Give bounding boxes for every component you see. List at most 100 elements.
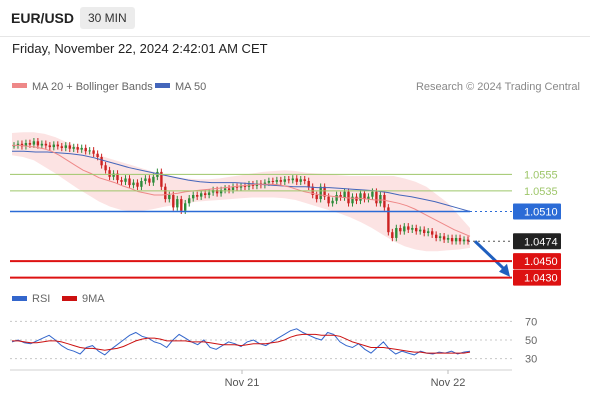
rsi-line bbox=[11, 328, 471, 356]
price-levels: 1.0555 1.0535 1.0510 1.0474 1.0450 1.0430 bbox=[10, 169, 561, 286]
candle-body bbox=[315, 195, 318, 200]
ma20-line bbox=[12, 144, 471, 237]
rsi-ma-line bbox=[12, 333, 471, 354]
rsi-plot-area: 30 50 70 bbox=[10, 316, 537, 366]
candle-body bbox=[307, 181, 310, 187]
candle-body bbox=[84, 147, 87, 152]
ma50-legend-label: MA 50 bbox=[175, 81, 206, 93]
candle-body bbox=[435, 234, 438, 238]
candle-body bbox=[275, 180, 278, 182]
candle-body bbox=[28, 143, 32, 145]
candle-body bbox=[231, 186, 235, 190]
candle-body bbox=[427, 231, 430, 233]
candle-body bbox=[40, 143, 44, 146]
candle-body bbox=[116, 173, 119, 181]
candle-body bbox=[223, 188, 227, 191]
candle-body bbox=[56, 144, 59, 147]
ma20-legend-swatch bbox=[12, 83, 27, 88]
level-label-box-1.0430 bbox=[513, 269, 561, 286]
timeframe-badge[interactable]: 30 MIN bbox=[80, 7, 135, 29]
candle-body bbox=[136, 182, 139, 187]
candle-body bbox=[419, 229, 422, 232]
candle-body bbox=[76, 147, 79, 150]
candle-body bbox=[331, 200, 334, 204]
level-label-box-1.0510 bbox=[513, 203, 561, 220]
candle-body bbox=[132, 182, 135, 186]
candle-body bbox=[359, 193, 362, 201]
candle-body bbox=[395, 228, 398, 238]
candle-body bbox=[375, 191, 378, 204]
candle-body bbox=[383, 195, 386, 208]
candle-body bbox=[407, 226, 410, 230]
bollinger-band-fill bbox=[12, 132, 470, 252]
candle-body bbox=[299, 179, 302, 182]
candle-body bbox=[454, 238, 458, 242]
candle-body bbox=[108, 170, 111, 177]
rsi-ma-legend-swatch bbox=[62, 296, 77, 301]
candle-body bbox=[339, 195, 342, 198]
candle-body bbox=[204, 193, 207, 195]
candle-body bbox=[363, 193, 366, 200]
candle-body bbox=[192, 195, 195, 199]
time-label-1: Nov 22 bbox=[431, 377, 466, 389]
candle-body bbox=[415, 228, 418, 232]
chart-datetime: Friday, November 22, 2024 2:42:01 AM CET bbox=[12, 41, 268, 56]
candle-body bbox=[351, 196, 354, 204]
candle-body bbox=[327, 196, 330, 204]
candle-body bbox=[423, 229, 426, 233]
candle-body bbox=[200, 193, 203, 197]
pair-title: EUR/USD bbox=[11, 10, 75, 26]
candle-body bbox=[387, 207, 390, 233]
level-label-1.0510: 1.0510 bbox=[524, 207, 558, 219]
candle-body bbox=[72, 147, 75, 149]
candle-body bbox=[92, 150, 95, 154]
candle-body bbox=[287, 179, 290, 181]
candle-body bbox=[168, 195, 171, 200]
candle-body bbox=[343, 191, 346, 198]
rsi-tick-70: 70 bbox=[525, 316, 537, 328]
candle-body bbox=[152, 176, 155, 183]
candle-body bbox=[112, 173, 115, 177]
candle-body bbox=[267, 181, 271, 183]
candle-body bbox=[431, 231, 434, 235]
research-credit: Research © 2024 Trading Central bbox=[416, 81, 580, 93]
candle-body bbox=[44, 143, 48, 146]
candle-body bbox=[227, 188, 231, 191]
forecast-arrow-head bbox=[499, 263, 510, 277]
candle-body bbox=[128, 178, 131, 186]
rsi-legend-swatch bbox=[12, 296, 27, 301]
candle-body bbox=[446, 238, 450, 240]
candle-body bbox=[450, 238, 454, 242]
candle-body bbox=[466, 239, 470, 242]
candle-body bbox=[462, 239, 466, 242]
candle-body bbox=[144, 178, 147, 181]
candle-body bbox=[104, 165, 107, 171]
candle-body bbox=[271, 181, 275, 182]
candle-body bbox=[239, 185, 243, 188]
rsi-legend-label: RSI bbox=[32, 293, 50, 305]
candle-body bbox=[367, 196, 370, 200]
candle-body bbox=[215, 190, 219, 194]
candle-body bbox=[88, 150, 91, 152]
candle-body bbox=[295, 178, 298, 182]
ma50-legend-swatch bbox=[155, 83, 170, 88]
candle-body bbox=[120, 180, 123, 182]
candle-body bbox=[188, 198, 191, 204]
level-label-1.0474: 1.0474 bbox=[524, 236, 558, 248]
candle-body bbox=[371, 191, 374, 197]
forecast-arrow-shaft bbox=[473, 240, 508, 272]
candle-body bbox=[140, 181, 143, 187]
candle-body bbox=[235, 186, 239, 188]
candle-body bbox=[32, 141, 36, 145]
candle-body bbox=[172, 195, 175, 208]
candle-body bbox=[291, 178, 294, 181]
candle-body bbox=[24, 143, 28, 147]
rsi-ma-legend-label: 9MA bbox=[82, 293, 105, 305]
candle-body bbox=[148, 178, 151, 183]
candle-body bbox=[279, 180, 282, 182]
candle-body bbox=[442, 236, 446, 240]
candle-body bbox=[180, 199, 183, 211]
candle-body bbox=[48, 145, 51, 148]
candle-body bbox=[458, 238, 462, 242]
candle-body bbox=[399, 228, 402, 232]
